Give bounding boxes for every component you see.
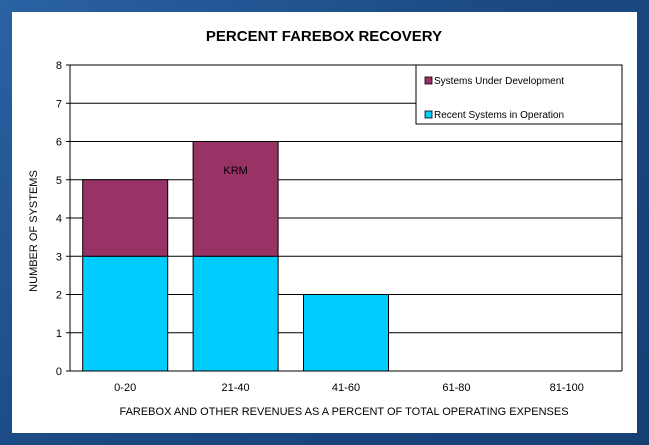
legend: Systems Under Development Recent Systems … [415,64,623,125]
bar-operation-0-20 [82,255,169,372]
legend-box [415,64,623,125]
x-tick-label: 41-60 [332,382,360,394]
y-tick-label: 3 [56,251,62,263]
bar-development-0-20 [82,179,169,257]
legend-swatch-development [424,76,433,85]
y-tick-label: 1 [56,328,62,340]
farebox-recovery-chart: PERCENT FAREBOX RECOVERY 0 1 2 3 4 5 6 7 8 0-20 2… [28,28,623,418]
x-tick-labels: 0-20 21-40 41-60 61-80 81-100 [114,382,584,394]
chart-panel: PERCENT FAREBOX RECOVERY 0 1 2 3 4 5 6 7 8 0-20 2… [12,12,637,433]
annotations: KRM [223,165,247,177]
bars [82,141,390,372]
x-tick-label: 61-80 [442,382,470,394]
x-tick-label: 81-100 [550,382,584,394]
annotation-krm: KRM [223,165,247,177]
bar-operation-21-40 [192,255,279,372]
y-tick-labels: 0 1 2 3 4 5 6 7 8 [56,60,62,378]
legend-label: Systems Under Development [434,76,564,87]
bar-development-21-40 [192,141,279,257]
bar-operation-41-60 [302,294,390,372]
y-tick-label: 4 [56,213,62,225]
y-tick-label: 8 [56,60,62,72]
y-tick-label: 2 [56,290,62,302]
legend-swatch-operation [424,110,433,119]
x-tick-label: 21-40 [222,382,250,394]
legend-label: Recent Systems in Operation [434,110,564,121]
y-tick-label: 7 [56,98,62,110]
chart-title: PERCENT FAREBOX RECOVERY [206,28,442,45]
y-tick-label: 0 [56,366,62,378]
x-axis-label: FAREBOX AND OTHER REVENUES AS A PERCENT … [119,406,568,418]
y-axis-label: NUMBER OF SYSTEMS [28,170,40,292]
x-tick-label: 0-20 [114,382,136,394]
y-tick-label: 6 [56,137,62,149]
y-tick-label: 5 [56,175,62,187]
